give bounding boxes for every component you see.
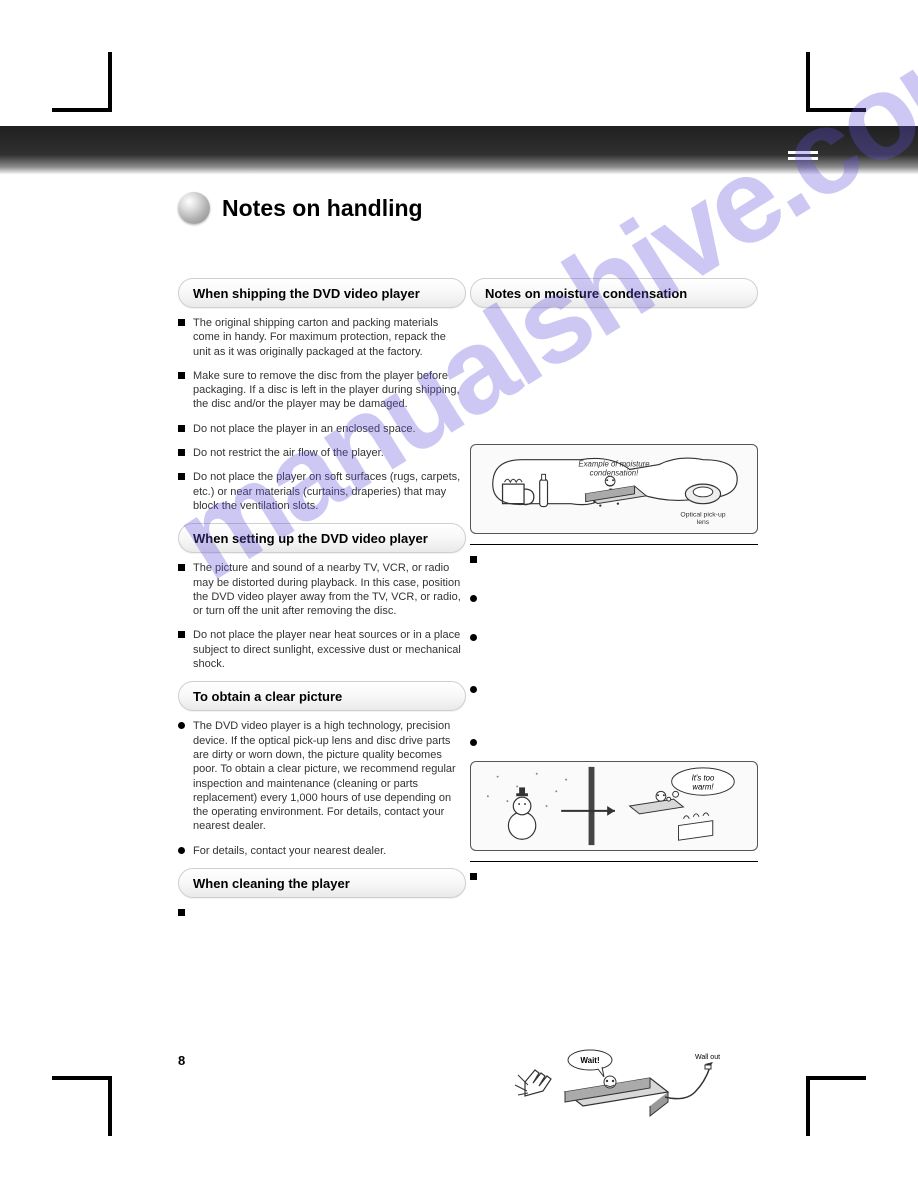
crop-mark	[108, 52, 112, 112]
section-sphere-icon	[178, 192, 210, 224]
right-column: Notes on moisture condensation Moisture …	[470, 278, 758, 1137]
svg-text:condensation!: condensation!	[590, 469, 639, 478]
item-text: Do not place the player near heat source…	[193, 628, 466, 671]
illus-label: Example of moisture	[578, 460, 650, 469]
header-band	[0, 126, 918, 174]
square-bullet-icon	[178, 319, 185, 326]
square-bullet-icon	[178, 449, 185, 456]
list-item: When you use the DVD video player in a r…	[470, 631, 758, 674]
list-item: Make sure to remove the disc from the pl…	[178, 369, 466, 412]
list-item: The DVD video player is a high technolog…	[178, 719, 466, 833]
pill-label: When cleaning the player	[193, 876, 350, 891]
crop-mark	[108, 1076, 112, 1136]
warm-room-illustration: It's too warm!	[470, 761, 758, 851]
svg-text:warm!: warm!	[692, 782, 714, 791]
item-text: Do not place the player in an enclosed s…	[193, 422, 416, 436]
list-item: Use a soft cloth slightly moistened with…	[178, 906, 466, 935]
list-item: Do not place the player in an enclosed s…	[178, 422, 466, 436]
square-bullet-icon	[178, 564, 185, 571]
page-title: Notes on handling	[222, 195, 423, 222]
left-column: When shipping the DVD video player The o…	[178, 278, 466, 945]
header-accent	[788, 157, 818, 160]
pill-cleaning: When cleaning the player	[178, 868, 466, 898]
pill-setting-up: When setting up the DVD video player	[178, 523, 466, 553]
item-text: Do not place the player on soft surfaces…	[193, 470, 466, 513]
square-bullet-icon	[178, 473, 185, 480]
list-item: Do not restrict the air flow of the play…	[178, 446, 466, 460]
list-item: Do not place the player on soft surfaces…	[178, 470, 466, 513]
divider	[470, 861, 758, 862]
crop-mark	[52, 1076, 112, 1080]
pill-label: Notes on moisture condensation	[485, 286, 687, 301]
page-number: 8	[178, 1053, 185, 1068]
square-bullet-icon	[178, 631, 185, 638]
list-item: The picture and sound of a nearby TV, VC…	[178, 561, 466, 618]
svg-text:Wall outlet: Wall outlet	[695, 1054, 720, 1061]
header-accent	[788, 151, 818, 154]
item-text: Do not restrict the air flow of the play…	[193, 446, 384, 460]
crop-mark	[806, 1076, 866, 1080]
dot-bullet-icon	[470, 686, 477, 693]
list-item: When you bring the DVD video player dire…	[470, 592, 758, 621]
square-bullet-icon	[178, 372, 185, 379]
dot-bullet-icon	[470, 739, 477, 746]
square-bullet-icon	[178, 909, 185, 916]
item-text: Make sure to remove the disc from the pl…	[193, 369, 466, 412]
crop-mark	[806, 108, 866, 112]
pill-label: When setting up the DVD video player	[193, 531, 428, 546]
dot-bullet-icon	[470, 634, 477, 641]
list-item: Do not use the DVD video player when moi…	[470, 870, 758, 899]
square-bullet-icon	[470, 556, 477, 563]
pill-moisture: Notes on moisture condensation	[470, 278, 758, 308]
dot-bullet-icon	[470, 595, 477, 602]
svg-text:lens: lens	[697, 520, 710, 527]
crop-mark	[52, 108, 112, 112]
manual-page: Notes on handling manualshive.com When s…	[0, 0, 918, 1188]
list-item: In summer, when you use the DVD video pl…	[470, 683, 758, 726]
svg-text:Wait!: Wait!	[580, 1056, 599, 1065]
pill-label: When shipping the DVD video player	[193, 286, 420, 301]
list-item: When you use the DVD video player in a h…	[470, 736, 758, 750]
item-text: For details, contact your nearest dealer…	[193, 844, 386, 858]
svg-text:It's too: It's too	[692, 773, 715, 782]
item-text: The original shipping carton and packing…	[193, 316, 466, 359]
square-bullet-icon	[178, 425, 185, 432]
svg-text:Optical pick-up: Optical pick-up	[680, 512, 725, 519]
divider	[470, 544, 758, 545]
item-text: The picture and sound of a nearby TV, VC…	[193, 561, 466, 618]
wait-illustration: Wait! Wall outlet	[510, 1047, 720, 1127]
list-item: For details, contact your nearest dealer…	[178, 844, 466, 858]
item-text: The DVD video player is a high technolog…	[193, 719, 466, 833]
pill-label: To obtain a clear picture	[193, 689, 342, 704]
crop-mark	[806, 52, 810, 112]
pill-clear-picture: To obtain a clear picture	[178, 681, 466, 711]
list-item: The original shipping carton and packing…	[178, 316, 466, 359]
dot-bullet-icon	[178, 722, 185, 729]
pill-shipping: When shipping the DVD video player	[178, 278, 466, 308]
list-item: Do not place the player near heat source…	[178, 628, 466, 671]
dot-bullet-icon	[178, 847, 185, 854]
list-item: Moisture condensation occurs during the …	[470, 553, 758, 582]
square-bullet-icon	[470, 873, 477, 880]
condensation-illustration: Example of moisture condensation! Optica…	[470, 444, 758, 534]
crop-mark	[806, 1076, 810, 1136]
